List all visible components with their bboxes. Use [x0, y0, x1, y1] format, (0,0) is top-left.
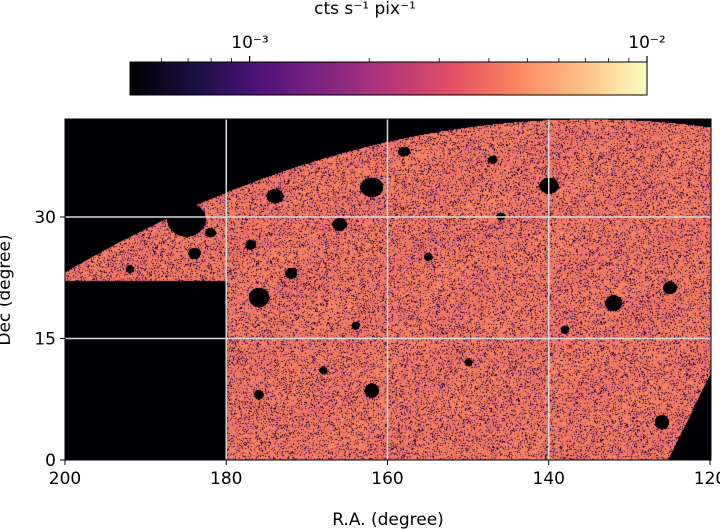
x-tick-label: 180: [210, 469, 242, 489]
y-tick-label: 0: [45, 451, 56, 471]
x-axis-label: R.A. (degree): [332, 510, 444, 530]
y-tick-label: 15: [34, 330, 56, 350]
x-tick-label: 140: [533, 469, 565, 489]
x-tick-label: 160: [371, 469, 403, 489]
colorbar-tick-label: 10⁻²: [628, 33, 665, 53]
y-tick-label: 30: [34, 208, 56, 228]
x-tick-label: 200: [49, 469, 81, 489]
y-axis-label: Dec (degree): [0, 234, 15, 345]
colorbar-label: cts s⁻¹ pix⁻¹: [314, 0, 416, 19]
x-tick-label: 120: [694, 469, 720, 489]
colorbar: [129, 61, 648, 96]
colorbar-tick-label: 10⁻³: [231, 33, 268, 53]
